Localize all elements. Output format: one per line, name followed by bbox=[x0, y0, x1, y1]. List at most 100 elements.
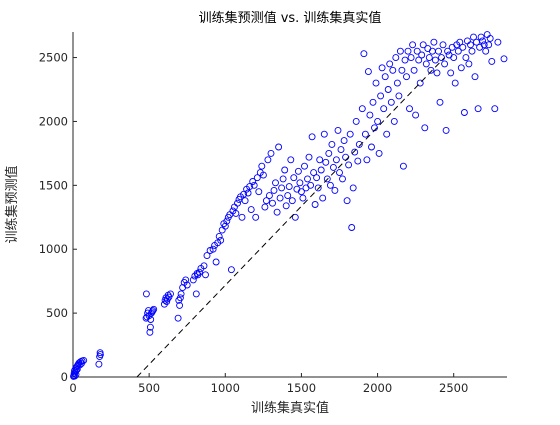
data-point bbox=[182, 276, 190, 284]
data-point bbox=[387, 98, 395, 106]
data-point bbox=[351, 148, 359, 156]
data-point bbox=[456, 38, 464, 46]
data-point bbox=[468, 47, 476, 55]
data-point bbox=[76, 361, 84, 369]
data-point bbox=[320, 130, 328, 138]
data-point bbox=[319, 194, 327, 202]
data-point bbox=[471, 73, 479, 81]
data-point bbox=[393, 79, 401, 87]
data-point bbox=[361, 130, 369, 138]
data-point bbox=[276, 194, 284, 202]
data-point bbox=[147, 316, 155, 323]
data-point bbox=[299, 194, 307, 202]
data-point bbox=[209, 245, 217, 253]
x-axis-label: 训练集真实值 bbox=[251, 400, 329, 416]
data-point bbox=[311, 201, 319, 208]
data-point bbox=[203, 252, 211, 260]
data-point bbox=[460, 109, 468, 116]
data-point bbox=[360, 50, 368, 58]
data-point bbox=[284, 192, 292, 200]
data-point bbox=[261, 203, 269, 211]
data-point bbox=[227, 266, 235, 274]
data-point bbox=[410, 66, 418, 74]
data-point bbox=[294, 167, 302, 175]
y-tick-label: 1500 bbox=[39, 178, 68, 192]
data-point bbox=[488, 57, 496, 65]
data-point bbox=[421, 124, 429, 132]
data-point bbox=[150, 305, 158, 313]
data-point bbox=[392, 54, 400, 62]
data-point bbox=[465, 60, 473, 68]
y-tick-label: 0 bbox=[61, 370, 68, 384]
chart-title: 训练集预测值 vs. 训练集真实值 bbox=[199, 10, 382, 26]
data-point bbox=[383, 130, 391, 138]
data-point bbox=[250, 181, 258, 189]
reference-line bbox=[136, 57, 445, 378]
data-point bbox=[238, 213, 246, 221]
data-point bbox=[477, 33, 485, 41]
y-tick-label: 1000 bbox=[39, 242, 68, 256]
data-point bbox=[377, 92, 385, 100]
x-tick-label: 0 bbox=[69, 381, 76, 395]
data-point bbox=[430, 38, 438, 46]
data-point bbox=[240, 190, 248, 198]
x-tick-label: 1500 bbox=[287, 381, 316, 395]
data-point bbox=[304, 175, 311, 183]
data-point bbox=[500, 55, 508, 63]
data-point bbox=[336, 169, 343, 177]
data-point bbox=[436, 98, 444, 106]
data-point bbox=[297, 188, 305, 196]
data-point bbox=[406, 105, 413, 113]
data-point bbox=[457, 64, 465, 72]
x-tick-label: 1000 bbox=[211, 381, 240, 395]
x-tick-label: 2500 bbox=[439, 381, 468, 395]
data-point bbox=[308, 133, 316, 141]
data-point bbox=[189, 276, 197, 284]
data-point bbox=[486, 34, 494, 42]
data-point bbox=[95, 360, 103, 368]
data-point bbox=[215, 232, 223, 240]
data-point bbox=[307, 181, 315, 189]
data-point bbox=[96, 351, 104, 359]
data-point bbox=[415, 56, 423, 64]
data-point bbox=[340, 137, 348, 145]
data-point bbox=[183, 281, 191, 289]
data-point bbox=[281, 166, 289, 174]
data-point bbox=[401, 56, 409, 64]
data-point bbox=[278, 184, 286, 192]
data-point bbox=[358, 105, 366, 113]
data-point bbox=[441, 60, 449, 68]
data-points bbox=[70, 31, 508, 380]
data-point bbox=[177, 290, 185, 298]
data-point bbox=[273, 208, 281, 216]
data-point bbox=[431, 56, 439, 64]
data-point bbox=[444, 47, 452, 55]
data-point bbox=[326, 181, 334, 189]
data-point bbox=[366, 111, 374, 119]
data-point bbox=[413, 47, 421, 55]
data-point bbox=[285, 183, 293, 191]
data-point bbox=[314, 184, 322, 192]
data-point bbox=[255, 188, 263, 196]
data-point bbox=[249, 178, 257, 185]
data-point bbox=[174, 314, 182, 322]
data-point bbox=[433, 69, 441, 77]
y-tick-label: 2000 bbox=[39, 114, 68, 128]
data-point bbox=[223, 217, 231, 225]
data-point bbox=[479, 37, 487, 45]
data-point bbox=[217, 236, 225, 244]
data-point bbox=[241, 197, 249, 205]
data-point bbox=[435, 47, 442, 55]
data-point bbox=[269, 199, 276, 207]
data-point bbox=[246, 183, 254, 191]
y-tick-label: 500 bbox=[46, 306, 68, 320]
data-point bbox=[279, 175, 287, 183]
data-point bbox=[142, 290, 150, 298]
data-point bbox=[467, 41, 474, 49]
data-point bbox=[363, 156, 371, 164]
data-point bbox=[372, 79, 380, 87]
data-point bbox=[290, 174, 298, 182]
